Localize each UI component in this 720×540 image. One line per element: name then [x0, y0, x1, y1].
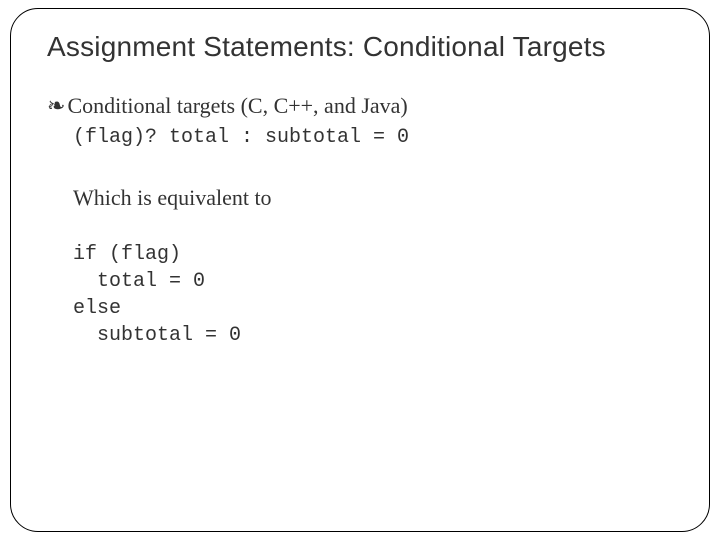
slide-frame: Assignment Statements: Conditional Targe…: [10, 8, 710, 532]
bullet-icon: ❧: [47, 92, 65, 121]
code-block: if (flag) total = 0 else subtotal = 0: [73, 241, 679, 349]
equivalent-label: Which is equivalent to: [73, 185, 679, 211]
code-line-4: subtotal = 0: [73, 322, 679, 349]
slide-title: Assignment Statements: Conditional Targe…: [47, 29, 679, 64]
code-line-2: total = 0: [73, 268, 679, 295]
code-line-3: else: [73, 295, 679, 322]
code-line-1: if (flag): [73, 241, 679, 268]
bullet-text: Conditional targets (C, C++, and Java): [67, 92, 407, 121]
ternary-code: (flag)? total : subtotal = 0: [73, 125, 679, 151]
bullet-line: ❧ Conditional targets (C, C++, and Java): [47, 92, 679, 121]
